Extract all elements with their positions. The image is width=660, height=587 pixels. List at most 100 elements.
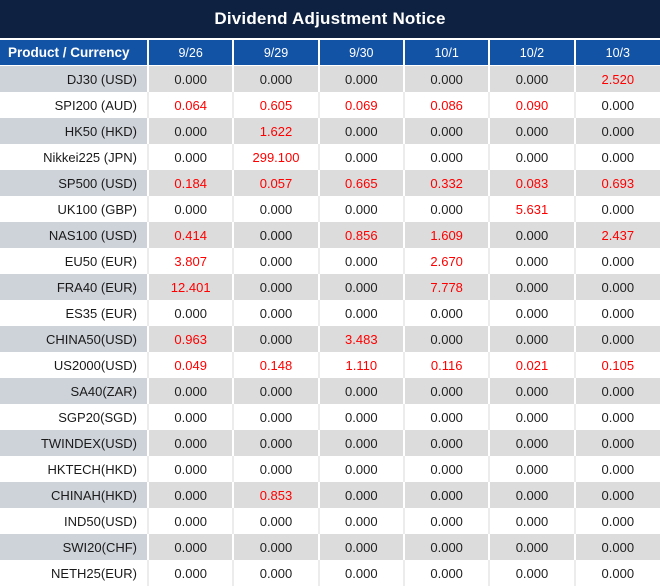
value-cell: 7.778 (402, 274, 490, 300)
product-cell: SPI200 (AUD) (0, 92, 148, 118)
table-row: SP500 (USD) 0.184 0.057 0.665 0.332 0.083 0.69… (0, 170, 660, 196)
value-cell: 0.000 (232, 560, 319, 586)
value-cell: 0.000 (402, 560, 490, 586)
page-title: Dividend Adjustment Notice (0, 0, 660, 38)
table-row: Nikkei225 (JPN) 0.000 299.100 0.000 0.000 0.0… (0, 144, 660, 170)
value-cell: 1.622 (232, 118, 319, 144)
value-cell: 0.000 (146, 404, 234, 430)
value-cell: 0.000 (317, 118, 404, 144)
value-cell: 0.000 (488, 508, 575, 534)
value-cell: 0.116 (402, 352, 490, 378)
value-cell: 0.000 (402, 144, 490, 170)
value-cell: 0.000 (232, 326, 319, 352)
value-cell: 1.609 (402, 222, 490, 248)
value-cell: 0.000 (402, 430, 490, 456)
value-cell: 0.000 (402, 508, 490, 534)
value-cell: 0.000 (232, 222, 319, 248)
table-row: CHINA50(USD) 0.963 0.000 3.483 0.000 0.000 0.0… (0, 326, 660, 352)
value-cell: 0.000 (573, 118, 660, 144)
value-cell: 299.100 (232, 144, 319, 170)
value-cell: 0.000 (488, 378, 575, 404)
table-row: NETH25(EUR) 0.000 0.000 0.000 0.000 0.000 0.00… (0, 560, 660, 586)
value-cell: 0.665 (317, 170, 404, 196)
value-cell: 3.483 (317, 326, 404, 352)
table-body: DJ30 (USD) 0.000 0.000 0.000 0.000 0.000 2.520… (0, 65, 660, 586)
value-cell: 0.000 (573, 430, 660, 456)
value-cell: 0.000 (402, 118, 490, 144)
value-cell: 0.000 (573, 92, 660, 118)
value-cell: 0.000 (146, 65, 234, 92)
value-cell: 5.631 (488, 196, 575, 222)
value-cell: 0.000 (488, 222, 575, 248)
value-cell: 0.000 (317, 144, 404, 170)
value-cell: 2.520 (573, 65, 660, 92)
value-cell: 0.000 (402, 196, 490, 222)
value-cell: 0.086 (402, 92, 490, 118)
value-cell: 0.000 (146, 430, 234, 456)
value-cell: 0.000 (317, 404, 404, 430)
product-cell: IND50(USD) (0, 508, 148, 534)
value-cell: 0.000 (146, 118, 234, 144)
value-cell: 0.000 (488, 430, 575, 456)
value-cell: 12.401 (146, 274, 234, 300)
product-cell: US2000(USD) (0, 352, 148, 378)
value-cell: 0.000 (488, 482, 575, 508)
value-cell: 0.000 (402, 482, 490, 508)
table-row: CHINAH(HKD) 0.000 0.853 0.000 0.000 0.000 0.00… (0, 482, 660, 508)
table-row: NAS100 (USD) 0.414 0.000 0.856 1.609 0.000 2.4… (0, 222, 660, 248)
value-cell: 0.000 (317, 248, 404, 274)
value-cell: 0.000 (232, 196, 319, 222)
value-cell: 0.057 (232, 170, 319, 196)
product-cell: SGP20(SGD) (0, 404, 148, 430)
value-cell: 0.000 (317, 456, 404, 482)
value-cell: 2.670 (402, 248, 490, 274)
value-cell: 0.000 (402, 326, 490, 352)
value-cell: 0.000 (573, 456, 660, 482)
value-cell: 0.000 (232, 404, 319, 430)
value-cell: 0.000 (232, 65, 319, 92)
value-cell: 2.437 (573, 222, 660, 248)
product-cell: SP500 (USD) (0, 170, 148, 196)
value-cell: 0.000 (146, 378, 234, 404)
value-cell: 0.000 (402, 378, 490, 404)
value-cell: 0.000 (402, 404, 490, 430)
value-cell: 0.000 (573, 300, 660, 326)
value-cell: 0.021 (488, 352, 575, 378)
value-cell: 0.000 (573, 274, 660, 300)
value-cell: 0.000 (317, 274, 404, 300)
product-cell: NETH25(EUR) (0, 560, 148, 586)
dividend-table: Product / Currency 9/26 9/29 9/30 10/1 10/2 1… (0, 38, 660, 586)
table-row: EU50 (EUR) 3.807 0.000 0.000 2.670 0.000 0.000 (0, 248, 660, 274)
column-header-date: 10/3 (573, 38, 660, 66)
value-cell: 0.000 (146, 144, 234, 170)
value-cell: 0.000 (402, 300, 490, 326)
value-cell: 0.000 (573, 534, 660, 560)
table-row: FRA40 (EUR) 12.401 0.000 0.000 7.778 0.000 0.0… (0, 274, 660, 300)
table-row: HK50 (HKD) 0.000 1.622 0.000 0.000 0.000 0.000 (0, 118, 660, 144)
value-cell: 0.000 (146, 456, 234, 482)
value-cell: 0.000 (488, 144, 575, 170)
value-cell: 0.853 (232, 482, 319, 508)
value-cell: 0.000 (488, 65, 575, 92)
value-cell: 0.184 (146, 170, 234, 196)
value-cell: 0.000 (573, 196, 660, 222)
value-cell: 0.000 (317, 65, 404, 92)
value-cell: 0.000 (317, 196, 404, 222)
product-cell: CHINA50(USD) (0, 326, 148, 352)
value-cell: 0.000 (488, 534, 575, 560)
value-cell: 0.000 (402, 65, 490, 92)
value-cell: 0.000 (317, 482, 404, 508)
table-row: DJ30 (USD) 0.000 0.000 0.000 0.000 0.000 2.520 (0, 65, 660, 92)
column-header-date: 9/29 (232, 38, 319, 66)
header-row: Product / Currency 9/26 9/29 9/30 10/1 10/2 1… (0, 38, 660, 66)
value-cell: 0.000 (573, 560, 660, 586)
value-cell: 0.000 (573, 326, 660, 352)
product-cell: UK100 (GBP) (0, 196, 148, 222)
value-cell: 0.000 (232, 508, 319, 534)
product-cell: HKTECH(HKD) (0, 456, 148, 482)
value-cell: 0.000 (146, 534, 234, 560)
table-row: ES35 (EUR) 0.000 0.000 0.000 0.000 0.000 0.000 (0, 300, 660, 326)
value-cell: 0.000 (488, 248, 575, 274)
value-cell: 0.000 (573, 248, 660, 274)
